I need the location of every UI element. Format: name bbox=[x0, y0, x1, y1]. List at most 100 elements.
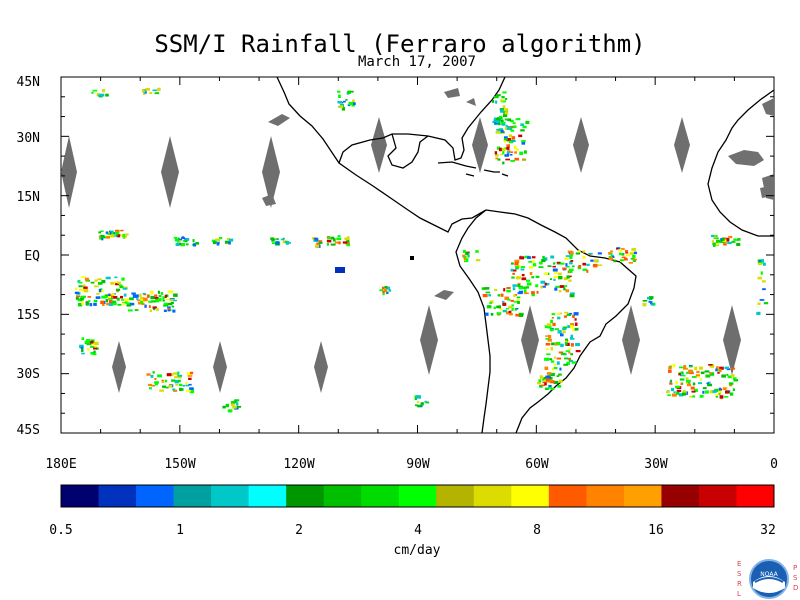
rain-cell bbox=[496, 146, 500, 150]
rain-cell bbox=[642, 300, 648, 302]
rain-cell bbox=[521, 141, 526, 145]
rain-cell bbox=[83, 284, 86, 287]
rain-cell bbox=[559, 367, 562, 371]
data-gap-swaths bbox=[61, 117, 741, 393]
rain-cell bbox=[501, 96, 505, 99]
lat-label: 15S bbox=[16, 308, 40, 323]
rain-cell bbox=[420, 402, 424, 406]
rain-cell bbox=[131, 292, 136, 295]
colorbar-swatch bbox=[98, 485, 137, 507]
rain-cell bbox=[511, 136, 516, 140]
rain-cell bbox=[172, 309, 176, 313]
rain-cell bbox=[84, 340, 90, 344]
rain-cell bbox=[683, 375, 686, 377]
rain-cell bbox=[521, 273, 525, 277]
noaa-esrl-logo: E S R L P S D NOAA bbox=[735, 558, 800, 600]
rain-cell bbox=[140, 300, 144, 304]
rain-cell bbox=[222, 405, 226, 409]
rain-cell bbox=[619, 259, 625, 262]
rain-cell bbox=[586, 269, 589, 273]
rain-cell bbox=[560, 333, 564, 337]
rain-cell bbox=[517, 284, 520, 288]
rain-cell bbox=[522, 286, 527, 289]
rain-cell bbox=[568, 275, 572, 278]
rain-cell bbox=[379, 289, 384, 292]
rain-cell bbox=[718, 387, 722, 392]
rain-cell bbox=[166, 373, 172, 377]
rain-cell bbox=[148, 383, 153, 387]
rain-cell bbox=[511, 304, 514, 307]
colorbar-swatch bbox=[586, 485, 625, 507]
rain-cell bbox=[512, 272, 516, 275]
rain-cell bbox=[514, 157, 520, 161]
rain-cell bbox=[729, 392, 734, 396]
rain-cell bbox=[555, 285, 560, 288]
rain-cell bbox=[481, 287, 486, 290]
rain-cell bbox=[544, 366, 549, 371]
rain-cell bbox=[503, 114, 508, 117]
rain-cell bbox=[161, 381, 165, 383]
rain-cell bbox=[180, 243, 186, 247]
colorbar-tick-label: 0.5 bbox=[49, 523, 73, 538]
rain-cell bbox=[597, 264, 603, 267]
rain-cell bbox=[709, 372, 715, 376]
rain-cell bbox=[572, 314, 575, 318]
rain-cell bbox=[510, 299, 515, 302]
rain-cell bbox=[724, 237, 728, 240]
rain-cell bbox=[117, 303, 122, 306]
rain-cell bbox=[550, 347, 553, 351]
rain-cell bbox=[501, 123, 506, 126]
rain-cell bbox=[499, 308, 503, 311]
rain-cell bbox=[173, 389, 178, 392]
rain-cell bbox=[520, 268, 525, 271]
rain-cell bbox=[520, 266, 526, 269]
rain-cell bbox=[529, 272, 533, 276]
rain-cell bbox=[621, 256, 626, 259]
rain-cell bbox=[500, 153, 503, 156]
rain-cell bbox=[544, 357, 549, 361]
rain-cell bbox=[551, 313, 556, 316]
rain-cell bbox=[94, 279, 98, 282]
rain-cell bbox=[524, 255, 530, 259]
rain-cell bbox=[553, 276, 558, 278]
rain-cell bbox=[464, 255, 469, 259]
map-frame bbox=[60, 76, 775, 434]
rain-cell bbox=[544, 378, 547, 383]
rain-cell bbox=[610, 250, 613, 253]
rain-cell bbox=[571, 361, 577, 364]
rain-cell bbox=[114, 281, 119, 284]
rain-cell bbox=[549, 328, 554, 332]
rain-cell bbox=[475, 250, 479, 253]
rain-cell bbox=[499, 109, 504, 113]
rain-cell bbox=[494, 117, 498, 121]
rain-cell bbox=[162, 299, 165, 302]
rain-cell bbox=[174, 238, 180, 242]
rain-cell bbox=[86, 343, 92, 346]
rain-cell bbox=[593, 259, 598, 263]
rain-cell bbox=[524, 150, 527, 154]
rain-cell bbox=[555, 380, 559, 384]
rain-cell bbox=[525, 120, 530, 125]
rain-cell bbox=[569, 252, 574, 255]
rain-cell bbox=[122, 234, 126, 238]
rain-cell bbox=[332, 238, 336, 242]
rain-cell bbox=[565, 350, 571, 352]
rain-cell bbox=[717, 371, 720, 374]
rain-cell bbox=[535, 284, 539, 288]
rain-cell bbox=[648, 300, 651, 303]
rain-cell bbox=[503, 288, 506, 292]
rain-cell bbox=[167, 306, 171, 309]
rain-cell bbox=[91, 91, 94, 94]
lat-label: 15N bbox=[16, 190, 40, 205]
rain-cell bbox=[126, 304, 132, 307]
rain-cell bbox=[77, 279, 81, 282]
rain-cell bbox=[212, 241, 217, 245]
rain-cell bbox=[93, 352, 97, 356]
rain-cell bbox=[733, 379, 739, 382]
axis-ticks bbox=[60, 76, 775, 434]
rain-cell bbox=[467, 254, 470, 258]
rain-cell bbox=[514, 151, 517, 154]
rain-cell bbox=[757, 276, 762, 280]
rain-cell bbox=[101, 89, 106, 93]
rain-cell bbox=[498, 305, 501, 309]
